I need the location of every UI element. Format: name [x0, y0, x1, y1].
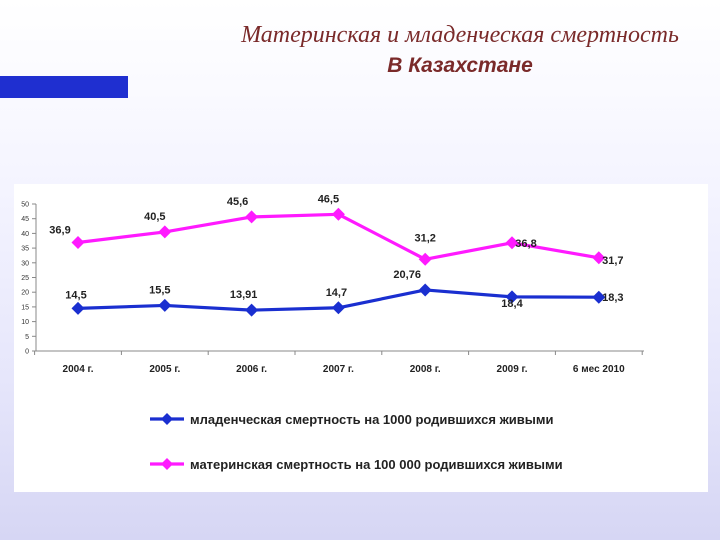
x-tick-label: 2004 г. [63, 364, 94, 375]
data-point [71, 301, 85, 315]
x-tick-label: 2005 г. [149, 364, 180, 375]
x-tick-label: 2006 г. [236, 364, 267, 375]
y-tick-label: 10 [21, 319, 29, 326]
legend-marker [161, 413, 173, 425]
data-label: 14,7 [326, 287, 347, 299]
y-tick-label: 20 [21, 290, 29, 297]
data-point [331, 301, 345, 315]
accent-bar [0, 76, 128, 98]
data-point [331, 207, 345, 221]
y-tick-label: 50 [21, 202, 29, 209]
data-point [158, 298, 172, 312]
line-chart: 0 5 10 15 20 25 30 35 40 45 50 2004 г. 2005 г. 2006 г… [21, 193, 644, 472]
data-label: 31,2 [414, 232, 435, 244]
x-tick-label: 6 мес 2010 [573, 364, 625, 375]
legend-label: младенческая смертность на 1000 родивших… [190, 412, 554, 427]
data-point [505, 290, 519, 304]
data-label: 13,91 [230, 289, 258, 301]
data-label: 36,8 [515, 238, 536, 250]
y-tick-label: 30 [21, 260, 29, 267]
y-tick-label: 15 [21, 304, 29, 311]
x-tick-label: 2009 г. [497, 364, 528, 375]
chart-panel: 0 5 10 15 20 25 30 35 40 45 50 2004 г. 2005 г. 2006 г… [14, 184, 708, 492]
legend-marker [161, 458, 173, 470]
data-point [592, 290, 606, 304]
data-point [418, 283, 432, 297]
y-tick-label: 35 [21, 246, 29, 253]
y-tick-label: 0 [25, 349, 29, 356]
data-point [505, 236, 519, 250]
data-label: 45,6 [227, 196, 248, 208]
y-tick-label: 40 [21, 231, 29, 238]
x-tick-label: 2007 г. [323, 364, 354, 375]
data-point [158, 225, 172, 239]
data-label: 36,9 [49, 225, 70, 237]
slide-title-line1: Материнская и младенческая смертность [241, 22, 679, 48]
y-tick-label: 25 [21, 275, 29, 282]
y-tick-label: 5 [25, 334, 29, 341]
data-point [592, 251, 606, 265]
x-tick-label: 2008 г. [410, 364, 441, 375]
legend-label: материнская смертность на 100 000 родивш… [190, 457, 563, 472]
slide-title-line2: В Казахстане [387, 54, 533, 77]
y-tick-label: 45 [21, 216, 29, 223]
data-point [418, 252, 432, 266]
data-label: 15,5 [149, 284, 170, 296]
data-point [71, 236, 85, 250]
data-label: 18,4 [501, 298, 523, 310]
data-point [245, 303, 259, 317]
data-label: 40,5 [144, 211, 165, 223]
data-point [245, 210, 259, 224]
data-label: 14,5 [65, 289, 86, 301]
data-label: 31,7 [602, 255, 623, 267]
data-label: 46,5 [318, 193, 339, 205]
data-label: 18,3 [602, 292, 623, 304]
data-label: 20,76 [393, 269, 421, 281]
